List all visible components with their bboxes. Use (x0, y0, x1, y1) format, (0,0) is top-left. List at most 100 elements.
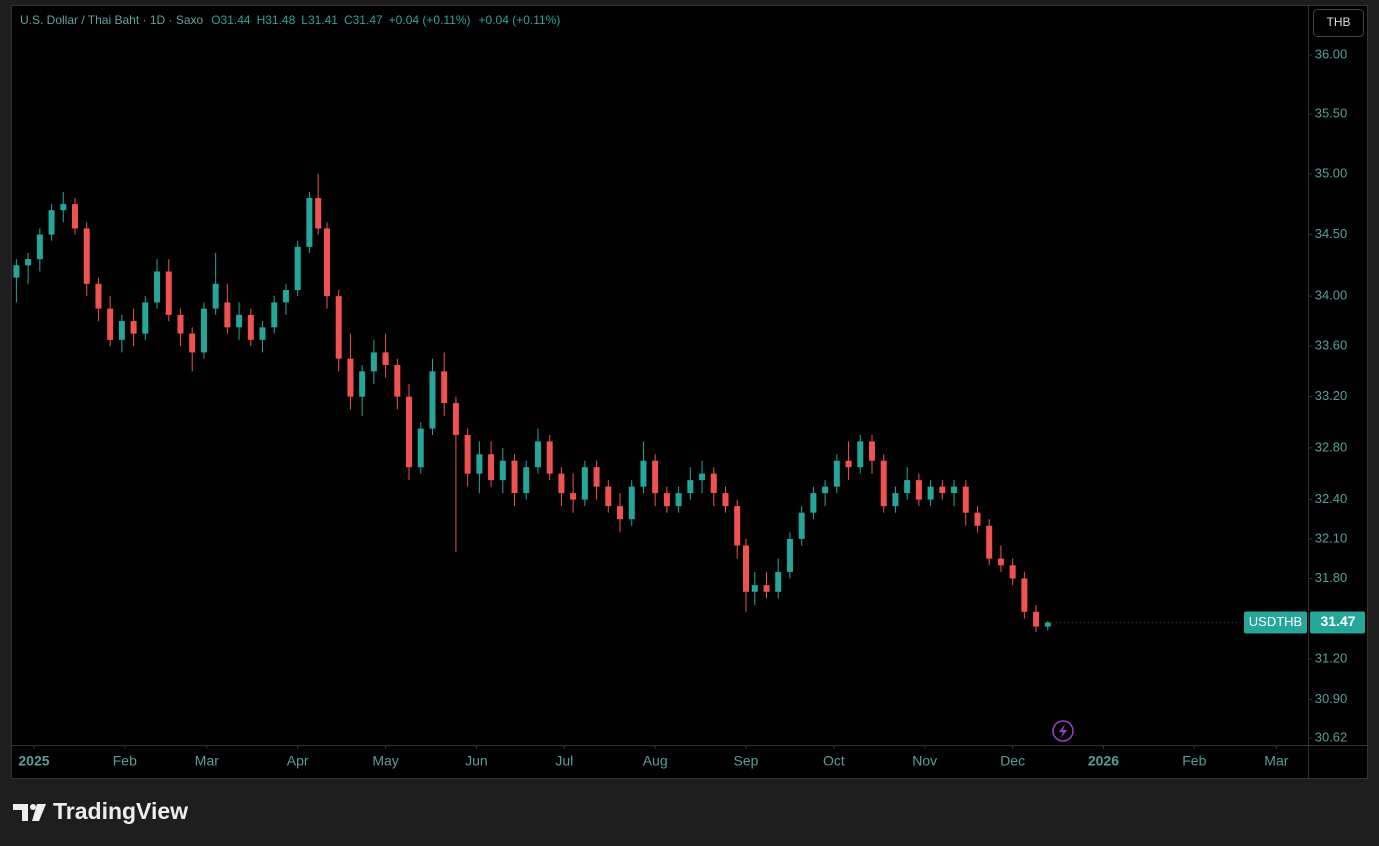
candle-body (915, 480, 922, 500)
candle-body (347, 358, 354, 397)
x-tick-label: Sep (734, 753, 759, 769)
candle-body (833, 460, 840, 487)
logo-dot (30, 804, 36, 810)
candle-body (464, 434, 471, 474)
candle-body (710, 473, 717, 494)
candle-body (48, 210, 55, 235)
candle-body (786, 538, 793, 572)
legend-value: O31.44 (211, 13, 251, 27)
x-tick-label: Oct (823, 753, 845, 769)
candle-body (581, 467, 588, 500)
candle-body (652, 460, 659, 494)
x-tick-label: Feb (113, 753, 137, 769)
logo-slash (32, 804, 46, 821)
candle-body (236, 314, 243, 328)
candle-body (1009, 565, 1016, 579)
y-tick-label: 35.50 (1315, 105, 1348, 120)
candle-body (868, 441, 875, 461)
candle-body (722, 493, 729, 507)
candle-body (406, 396, 413, 468)
candle-body (200, 308, 207, 353)
candle-body (452, 403, 459, 435)
candle-body (335, 296, 342, 359)
candle-body (118, 321, 125, 340)
candle-body (165, 271, 172, 315)
candle-body (570, 493, 577, 500)
x-tick-label: 2025 (18, 753, 49, 769)
candle-body (441, 371, 448, 404)
candle-body (845, 460, 852, 468)
candle-body (763, 585, 770, 592)
candle-body (974, 512, 981, 526)
candle-body (212, 283, 219, 309)
candle-body (810, 493, 817, 513)
symbol-tag (1244, 611, 1307, 634)
currency-button[interactable] (1313, 9, 1364, 37)
plot-area: 30.62 30.90 31.20 31.80 32.10 32.40 32.80 33.20… (13, 46, 1365, 769)
x-tick-label: Dec (1000, 753, 1025, 769)
candle-body (593, 467, 600, 487)
y-tick-label: 33.60 (1315, 338, 1348, 353)
legend-value: +0.04 (+0.11%) (479, 13, 561, 27)
candle-body (224, 302, 231, 328)
candle-body (927, 486, 934, 500)
candle-body (892, 493, 899, 507)
candle-body (306, 198, 313, 247)
legend-value: C31.47 (344, 13, 383, 27)
candle-body (476, 454, 483, 474)
candle-body (558, 473, 565, 494)
candle-body (734, 506, 741, 546)
events-icon[interactable] (1052, 720, 1074, 742)
x-tick-label: Aug (643, 753, 668, 769)
candle-body (71, 204, 78, 229)
x-tick-label: Mar (195, 753, 219, 769)
x-tick-label: Jun (465, 753, 488, 769)
candle-body (83, 228, 90, 284)
currency-label: THB (1327, 15, 1351, 29)
brand-logo (13, 804, 46, 821)
candle-body (25, 259, 32, 266)
candle-body (417, 428, 424, 468)
x-tick-label: May (372, 753, 398, 769)
candle-body (429, 371, 436, 429)
y-tick-label: 32.10 (1315, 530, 1348, 545)
y-tick-label: 30.90 (1315, 691, 1348, 706)
candle-body (282, 289, 289, 303)
candle-body (315, 198, 322, 229)
candle-body (370, 352, 377, 372)
x-tick-label: Nov (912, 753, 937, 769)
candle-body (154, 271, 161, 303)
candle-body (13, 265, 20, 278)
candle-body (60, 204, 67, 211)
legend-value: H31.48 (257, 13, 296, 27)
x-tick-label: Feb (1182, 753, 1206, 769)
candle-body (107, 308, 114, 340)
candle-body (546, 441, 553, 474)
events-bolt (1059, 724, 1067, 738)
candle-body (499, 460, 506, 481)
candle-body (189, 333, 196, 353)
candle-body (751, 585, 758, 592)
candle-body (534, 441, 541, 468)
candle-body (1044, 622, 1051, 627)
y-tick-label: 32.40 (1315, 491, 1348, 506)
legend-value: +0.04 (+0.11%) (389, 13, 471, 27)
candle-body (95, 283, 102, 309)
y-tick-label: 30.62 (1315, 730, 1348, 745)
candle-body (617, 506, 624, 520)
candle-body (259, 327, 266, 340)
candle-body (271, 302, 278, 328)
candle-body (951, 486, 958, 494)
candle-body (1021, 578, 1028, 612)
x-tick-label: Apr (287, 753, 309, 769)
candle-body (628, 486, 635, 520)
ohlc-legend: O31.44 H31.48 L31.41 C31.47 +0.04 (+0.11%) +0… (211, 13, 560, 27)
candle-body (177, 314, 184, 334)
candle-body (798, 512, 805, 539)
candle-body (775, 571, 782, 592)
logo-mark (13, 804, 28, 821)
candle-body (997, 558, 1004, 566)
candle-body (986, 525, 993, 559)
